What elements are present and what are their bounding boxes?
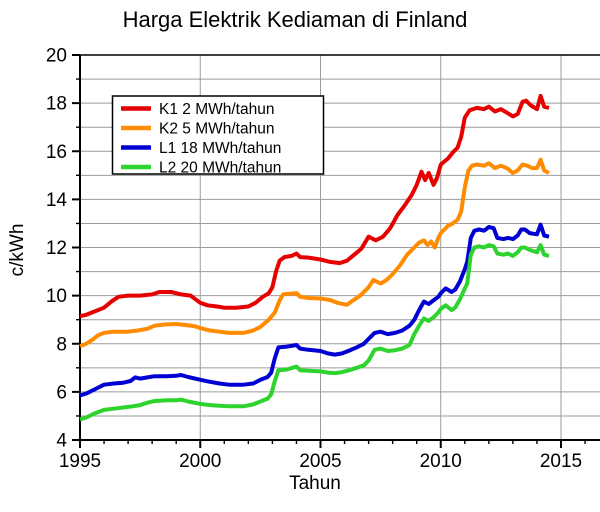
legend-label-l2: L2 20 MWh/tahun [159,160,281,177]
x-axis-label: Tahun [289,473,341,494]
y-tick-label: 16 [46,142,67,163]
y-tick-label: 4 [56,431,67,452]
y-tick-label: 6 [56,382,67,403]
legend-label-k2: K2 5 MWh/tahun [159,121,274,138]
y-tick-label: 12 [46,238,67,259]
series-line-l1 [79,222,550,398]
series-line-k1 [79,93,550,319]
chart-title: Harga Elektrik Kediaman di Finland [122,7,468,32]
legend-label-k1: K1 2 MWh/tahun [159,101,274,118]
y-tick-label: 20 [46,46,67,67]
x-tick-label: 1995 [59,451,101,472]
x-tick-label: 2015 [540,451,582,472]
y-tick-label: 10 [46,286,67,307]
legend-label-l1: L1 18 MWh/tahun [159,140,281,157]
series-line-k2 [79,157,550,349]
y-tick-label: 14 [46,190,68,211]
x-tick-label: 2000 [179,451,221,472]
x-tick-label: 2005 [299,451,341,472]
x-tick-label: 2010 [420,451,462,472]
y-tick-label: 18 [46,94,67,115]
series-line-l2 [79,243,550,422]
y-tick-label: 8 [56,334,67,355]
